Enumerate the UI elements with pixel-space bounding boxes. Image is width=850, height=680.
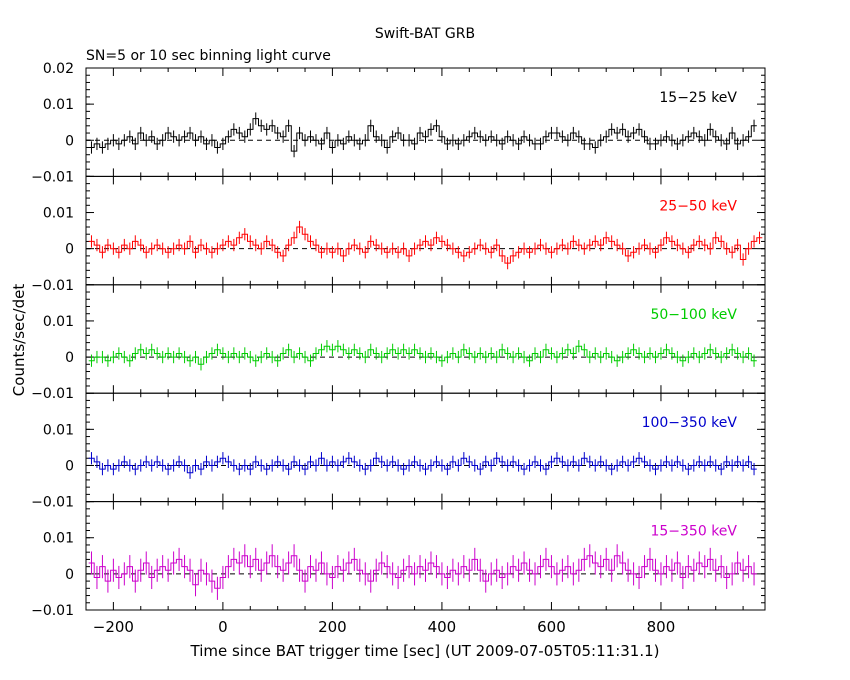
x-tick-label: 400 xyxy=(428,618,457,636)
y-tick-label: 0.01 xyxy=(43,531,74,547)
y-tick-label: 0 xyxy=(65,567,74,583)
panel-frame xyxy=(85,284,766,394)
series-label: 25−50 keV xyxy=(659,198,737,214)
y-tick-label: −0.01 xyxy=(31,495,74,511)
x-tick-label: 0 xyxy=(218,618,228,636)
y-tick-label: 0 xyxy=(65,133,74,149)
y-tick-label: 0 xyxy=(65,458,74,474)
panel-2: −0.01 0 0.01 50−100 keV xyxy=(31,284,766,402)
y-tick-label: 0.02 xyxy=(43,61,74,77)
panel-frame xyxy=(85,501,766,611)
y-axis-label: Counts/sec/det xyxy=(10,284,28,397)
panel-0: −0.01 0 0.01 0.02 15−25 keV xyxy=(31,61,766,185)
panel-frame xyxy=(85,392,766,503)
series-line xyxy=(88,118,757,152)
y-tick-label: 0.01 xyxy=(43,206,74,222)
series-line xyxy=(88,457,757,474)
panel-frame xyxy=(85,67,766,177)
series-label: 15−25 keV xyxy=(659,90,737,106)
series-label: 100−350 keV xyxy=(642,415,738,431)
panel-3: −0.01 0 0.01 100−350 keV xyxy=(31,392,766,511)
chart-title: Swift-BAT GRB xyxy=(375,26,475,42)
x-tick-label: −200 xyxy=(93,618,134,636)
chart-subtitle: SN=5 or 10 sec binning light curve xyxy=(86,48,331,64)
x-axis-label: Time since BAT trigger time [sec] (UT 20… xyxy=(190,642,660,660)
x-tick-label: 200 xyxy=(318,618,347,636)
y-tick-label: 0.01 xyxy=(43,314,74,330)
panels-group: −0.01 0 0.01 0.02 15−25 keV −0.01 0 0.01 25−50 k… xyxy=(31,61,766,636)
series-label: 50−100 keV xyxy=(650,307,737,323)
y-tick-label: 0 xyxy=(65,242,74,258)
y-tick-label: −0.01 xyxy=(31,278,74,294)
series-line xyxy=(88,226,763,264)
y-tick-label: −0.01 xyxy=(31,603,74,619)
x-tick-label: 800 xyxy=(647,618,676,636)
series-line xyxy=(88,345,757,365)
panel-frame xyxy=(85,175,766,286)
x-tick-label: 600 xyxy=(537,618,566,636)
series-label: 15−350 keV xyxy=(650,524,737,540)
series-line xyxy=(88,555,757,589)
y-tick-label: 0.01 xyxy=(43,422,74,438)
y-tick-label: 0.01 xyxy=(43,97,74,113)
y-tick-label: −0.01 xyxy=(31,386,74,402)
panel-1: −0.01 0 0.01 25−50 keV xyxy=(31,175,766,294)
y-tick-label: 0 xyxy=(65,350,74,366)
y-tick-label: −0.01 xyxy=(31,169,74,185)
panel-4: −0.01 0 0.01 15−350 keV −200 0 200 400 600 800 xyxy=(31,501,766,636)
